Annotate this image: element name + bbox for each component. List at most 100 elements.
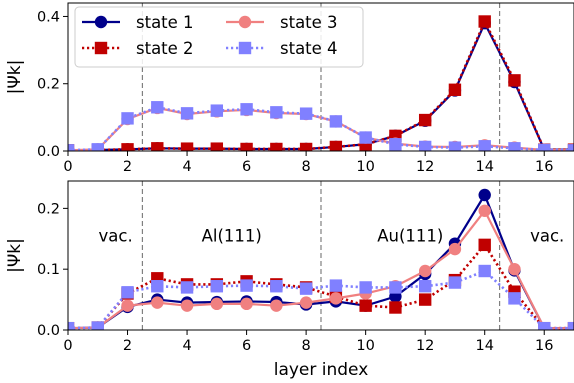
x-tick-label: 10 [356, 338, 374, 354]
data-point [240, 297, 253, 311]
data-point [210, 297, 224, 311]
series-line [68, 242, 574, 330]
data-point [448, 83, 462, 96]
data-point [299, 142, 313, 151]
data-point [448, 242, 462, 256]
data-point [478, 264, 491, 278]
data-point [508, 262, 521, 276]
legend-label: state 3 [280, 13, 338, 32]
data-point [180, 107, 194, 120]
data-point [359, 281, 372, 294]
data-point [240, 103, 253, 116]
bottom-panel: 0 2 4 6 8 10 12 14 16 0.0 0.1 0.2 |Ψk| vac. Al(111) Au(… [5, 180, 574, 354]
data-point [418, 140, 432, 151]
data-point [299, 282, 313, 295]
data-point [478, 140, 491, 151]
data-point [68, 321, 75, 330]
data-point [299, 107, 313, 120]
data-point [538, 321, 551, 330]
x-tick-label: 14 [475, 338, 493, 354]
data-point [299, 296, 313, 309]
data-point [448, 276, 462, 289]
data-point [151, 296, 164, 309]
x-tick-label: 2 [123, 159, 132, 175]
axes-frame [67, 180, 574, 331]
data-point [418, 280, 432, 293]
region-label: Au(111) [377, 227, 443, 246]
legend-entry: state 2 [82, 39, 194, 58]
plot-area [68, 188, 574, 330]
data-point [210, 280, 224, 293]
data-point [329, 279, 343, 292]
x-tick-label: 4 [182, 159, 191, 175]
x-axis-label: layer index [274, 360, 369, 380]
data-point [329, 140, 343, 151]
y-axis-label: |Ψk| [5, 60, 25, 95]
data-point [240, 279, 253, 292]
data-point [329, 292, 343, 305]
x-tick-label: 2 [123, 338, 132, 354]
top-panel: 0 2 4 6 8 10 12 14 16 0.0 0.2 0.4 |Ψk| state 1 state 2… [5, 2, 574, 175]
data-point [359, 299, 372, 312]
x-tick-label: 16 [535, 338, 553, 354]
data-point [180, 142, 194, 151]
data-point [91, 143, 104, 151]
data-point [240, 142, 253, 151]
x-tick-label: 0 [63, 159, 72, 175]
y-axis-label: |Ψk| [5, 238, 25, 273]
legend-box [74, 6, 364, 68]
data-point [121, 286, 134, 299]
data-point [151, 101, 164, 114]
legend-label: state 4 [280, 39, 338, 58]
y-tick-label: 0.2 [37, 201, 60, 217]
legend-marker [238, 41, 252, 55]
legend-label: state 1 [136, 13, 194, 32]
y-tick-label: 0.4 [37, 9, 60, 25]
data-point [478, 188, 491, 202]
data-point [329, 115, 343, 128]
data-point [508, 74, 521, 87]
data-point [270, 106, 283, 119]
legend-marker [94, 41, 108, 55]
series-line [68, 18, 574, 151]
data-point [180, 281, 194, 294]
data-point [180, 299, 194, 312]
x-tick-label: 14 [475, 159, 493, 175]
plot-area [68, 15, 574, 151]
data-point [91, 321, 104, 330]
data-point [478, 15, 491, 28]
data-point [210, 104, 224, 117]
y-tick-label: 0.0 [37, 144, 60, 160]
data-point [270, 299, 283, 312]
data-point [418, 113, 432, 127]
legend-marker [238, 15, 252, 29]
y-tick-label: 0.2 [37, 77, 60, 93]
data-point [389, 138, 402, 151]
x-tick-label: 6 [242, 338, 251, 354]
data-point [448, 141, 462, 151]
x-tick-label: 6 [242, 159, 251, 175]
data-point [151, 142, 164, 151]
data-point [359, 131, 372, 144]
legend-entry: state 1 [82, 13, 194, 32]
data-point [151, 280, 164, 293]
axes-frame [67, 2, 574, 152]
data-point [210, 142, 224, 151]
y-tick-label: 0.1 [37, 262, 60, 278]
legend-entry: state 3 [226, 13, 338, 32]
series-4 [68, 264, 574, 330]
data-point [538, 143, 551, 151]
series-2 [68, 238, 574, 330]
region-label: Al(111) [202, 227, 262, 246]
legend: state 1 state 2 state 3 state 4 [74, 6, 364, 68]
data-point [68, 144, 75, 151]
x-tick-label: 8 [302, 159, 311, 175]
data-point [478, 238, 491, 252]
data-point [121, 299, 134, 312]
data-point [418, 293, 432, 306]
data-point [389, 301, 402, 314]
region-label: vac. [99, 227, 133, 246]
legend-entry: state 4 [226, 39, 338, 58]
legend-label: state 2 [136, 39, 194, 58]
data-point [121, 143, 134, 151]
